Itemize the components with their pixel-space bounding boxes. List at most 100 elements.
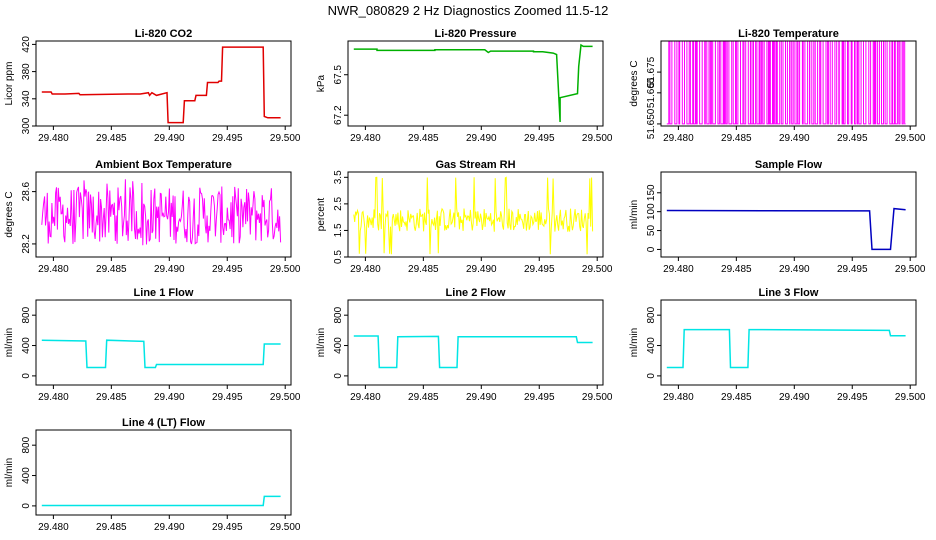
y-tick-label: 380: [21, 63, 32, 80]
x-tick-label: 29.480: [38, 264, 69, 275]
chart-title: Gas Stream RH: [435, 159, 515, 171]
y-tick-label: 150: [646, 184, 657, 201]
y-tick-label: 800: [333, 306, 344, 323]
series-line: [666, 41, 906, 125]
x-tick-label: 29.490: [154, 522, 185, 533]
x-tick-label: 29.480: [38, 522, 69, 533]
plot-frame: [35, 429, 292, 516]
x-tick-label: 29.485: [96, 133, 127, 144]
y-tick-label: 0: [646, 246, 657, 252]
x-tick-label: 29.500: [270, 133, 301, 144]
series-line: [41, 495, 281, 507]
series-line: [41, 46, 281, 124]
y-tick-label: 300: [21, 117, 32, 134]
y-axis-label: Licor ppm: [4, 62, 15, 106]
x-tick-label: 29.495: [212, 522, 243, 533]
x-tick-label: 29.495: [837, 264, 868, 275]
y-tick-label: 1.5: [333, 223, 344, 237]
x-tick-label: 29.485: [408, 264, 439, 275]
y-axis-label: degrees C: [629, 60, 640, 106]
y-tick-label: 800: [646, 306, 657, 323]
x-tick-label: 29.500: [895, 264, 926, 275]
x-tick-label: 29.495: [212, 264, 243, 275]
chart-panel-2: Li-820 Pressure 29.480 29.485 29.490 29.495 2…: [316, 28, 613, 144]
chart-panel-6: Sample Flow 29.480 29.485 29.490 29.495 29.50…: [629, 159, 926, 275]
plot-frame: [660, 171, 917, 258]
plot-frame: [660, 299, 917, 386]
y-tick-label: 420: [21, 36, 32, 53]
y-tick-label: 400: [21, 337, 32, 354]
x-tick-label: 29.495: [524, 264, 555, 275]
x-tick-label: 29.490: [154, 133, 185, 144]
y-tick-label: 51.650: [646, 108, 657, 139]
x-tick-label: 29.490: [466, 392, 497, 403]
chart-panel-1: Li-820 CO2 29.480 29.485 29.490 29.495 29.500…: [4, 28, 301, 144]
x-tick-label: 29.495: [212, 392, 243, 403]
y-axis-label: ml/min: [629, 328, 640, 357]
x-tick-label: 29.490: [154, 392, 185, 403]
series-line: [41, 179, 282, 246]
x-tick-label: 29.480: [663, 264, 694, 275]
series-group: [41, 179, 282, 246]
series-group: [41, 46, 281, 124]
x-tick-label: 29.485: [721, 133, 752, 144]
y-tick-label: 28.2: [21, 234, 32, 254]
y-tick-label: 50: [646, 225, 657, 237]
x-tick-label: 29.500: [582, 392, 613, 403]
y-tick-label: 800: [21, 306, 32, 323]
x-tick-label: 29.500: [895, 392, 926, 403]
x-tick-label: 29.500: [270, 392, 301, 403]
chart-panel-7: Line 1 Flow 29.480 29.485 29.490 29.495 29.50…: [4, 287, 301, 403]
y-axis-label: ml/min: [316, 328, 327, 357]
x-tick-label: 29.495: [837, 392, 868, 403]
x-tick-label: 29.500: [582, 264, 613, 275]
chart-title: Li-820 Temperature: [738, 28, 839, 40]
series-group: [41, 495, 281, 507]
x-tick-label: 29.480: [663, 133, 694, 144]
x-tick-label: 29.485: [96, 392, 127, 403]
y-tick-label: 100: [646, 203, 657, 220]
x-tick-label: 29.480: [350, 133, 381, 144]
plot-frame: [347, 171, 604, 258]
series-line: [666, 207, 906, 251]
x-tick-label: 29.480: [38, 392, 69, 403]
chart-title: Li-820 Pressure: [435, 28, 517, 40]
y-tick-label: 0: [333, 373, 344, 379]
chart-title: Line 4 (LT) Flow: [122, 417, 205, 429]
chart-panel-9: Line 3 Flow 29.480 29.485 29.490 29.495 29.50…: [629, 287, 926, 403]
x-tick-label: 29.495: [837, 133, 868, 144]
x-tick-label: 29.490: [466, 133, 497, 144]
plot-frame: [35, 299, 292, 386]
y-axis-label: ml/min: [629, 200, 640, 229]
x-tick-label: 29.495: [524, 392, 555, 403]
plot-frame: [347, 40, 604, 127]
chart-title: Ambient Box Temperature: [95, 159, 232, 171]
x-tick-label: 29.485: [408, 133, 439, 144]
series-group: [41, 339, 281, 369]
x-tick-label: 29.480: [350, 392, 381, 403]
x-tick-label: 29.495: [212, 133, 243, 144]
x-tick-label: 29.500: [582, 133, 613, 144]
series-group: [666, 207, 906, 251]
chart-panel-3: Li-820 Temperature 29.480 29.485 29.490 29.4…: [629, 28, 926, 144]
plot-frame: [35, 40, 292, 127]
x-tick-label: 29.485: [96, 522, 127, 533]
y-tick-label: 51.665: [646, 77, 657, 108]
y-tick-label: 0: [21, 373, 32, 379]
y-tick-label: 340: [21, 90, 32, 107]
x-tick-label: 29.480: [38, 133, 69, 144]
series-line: [666, 328, 906, 369]
series-line: [353, 43, 593, 123]
page-title: NWR_080829 2 Hz Diagnostics Zoomed 11.5-…: [327, 3, 609, 18]
series-line: [353, 176, 594, 255]
plot-frame: [660, 40, 917, 127]
x-tick-label: 29.490: [779, 392, 810, 403]
x-tick-label: 29.500: [270, 522, 301, 533]
x-tick-label: 29.500: [895, 133, 926, 144]
y-tick-label: 51.675: [646, 56, 657, 87]
series-group: [666, 41, 906, 125]
series-group: [353, 335, 593, 369]
chart-title: Line 1 Flow: [134, 287, 194, 299]
x-tick-label: 29.485: [96, 264, 127, 275]
chart-panel-4: Ambient Box Temperature 29.480 29.485 29.49…: [4, 159, 301, 275]
